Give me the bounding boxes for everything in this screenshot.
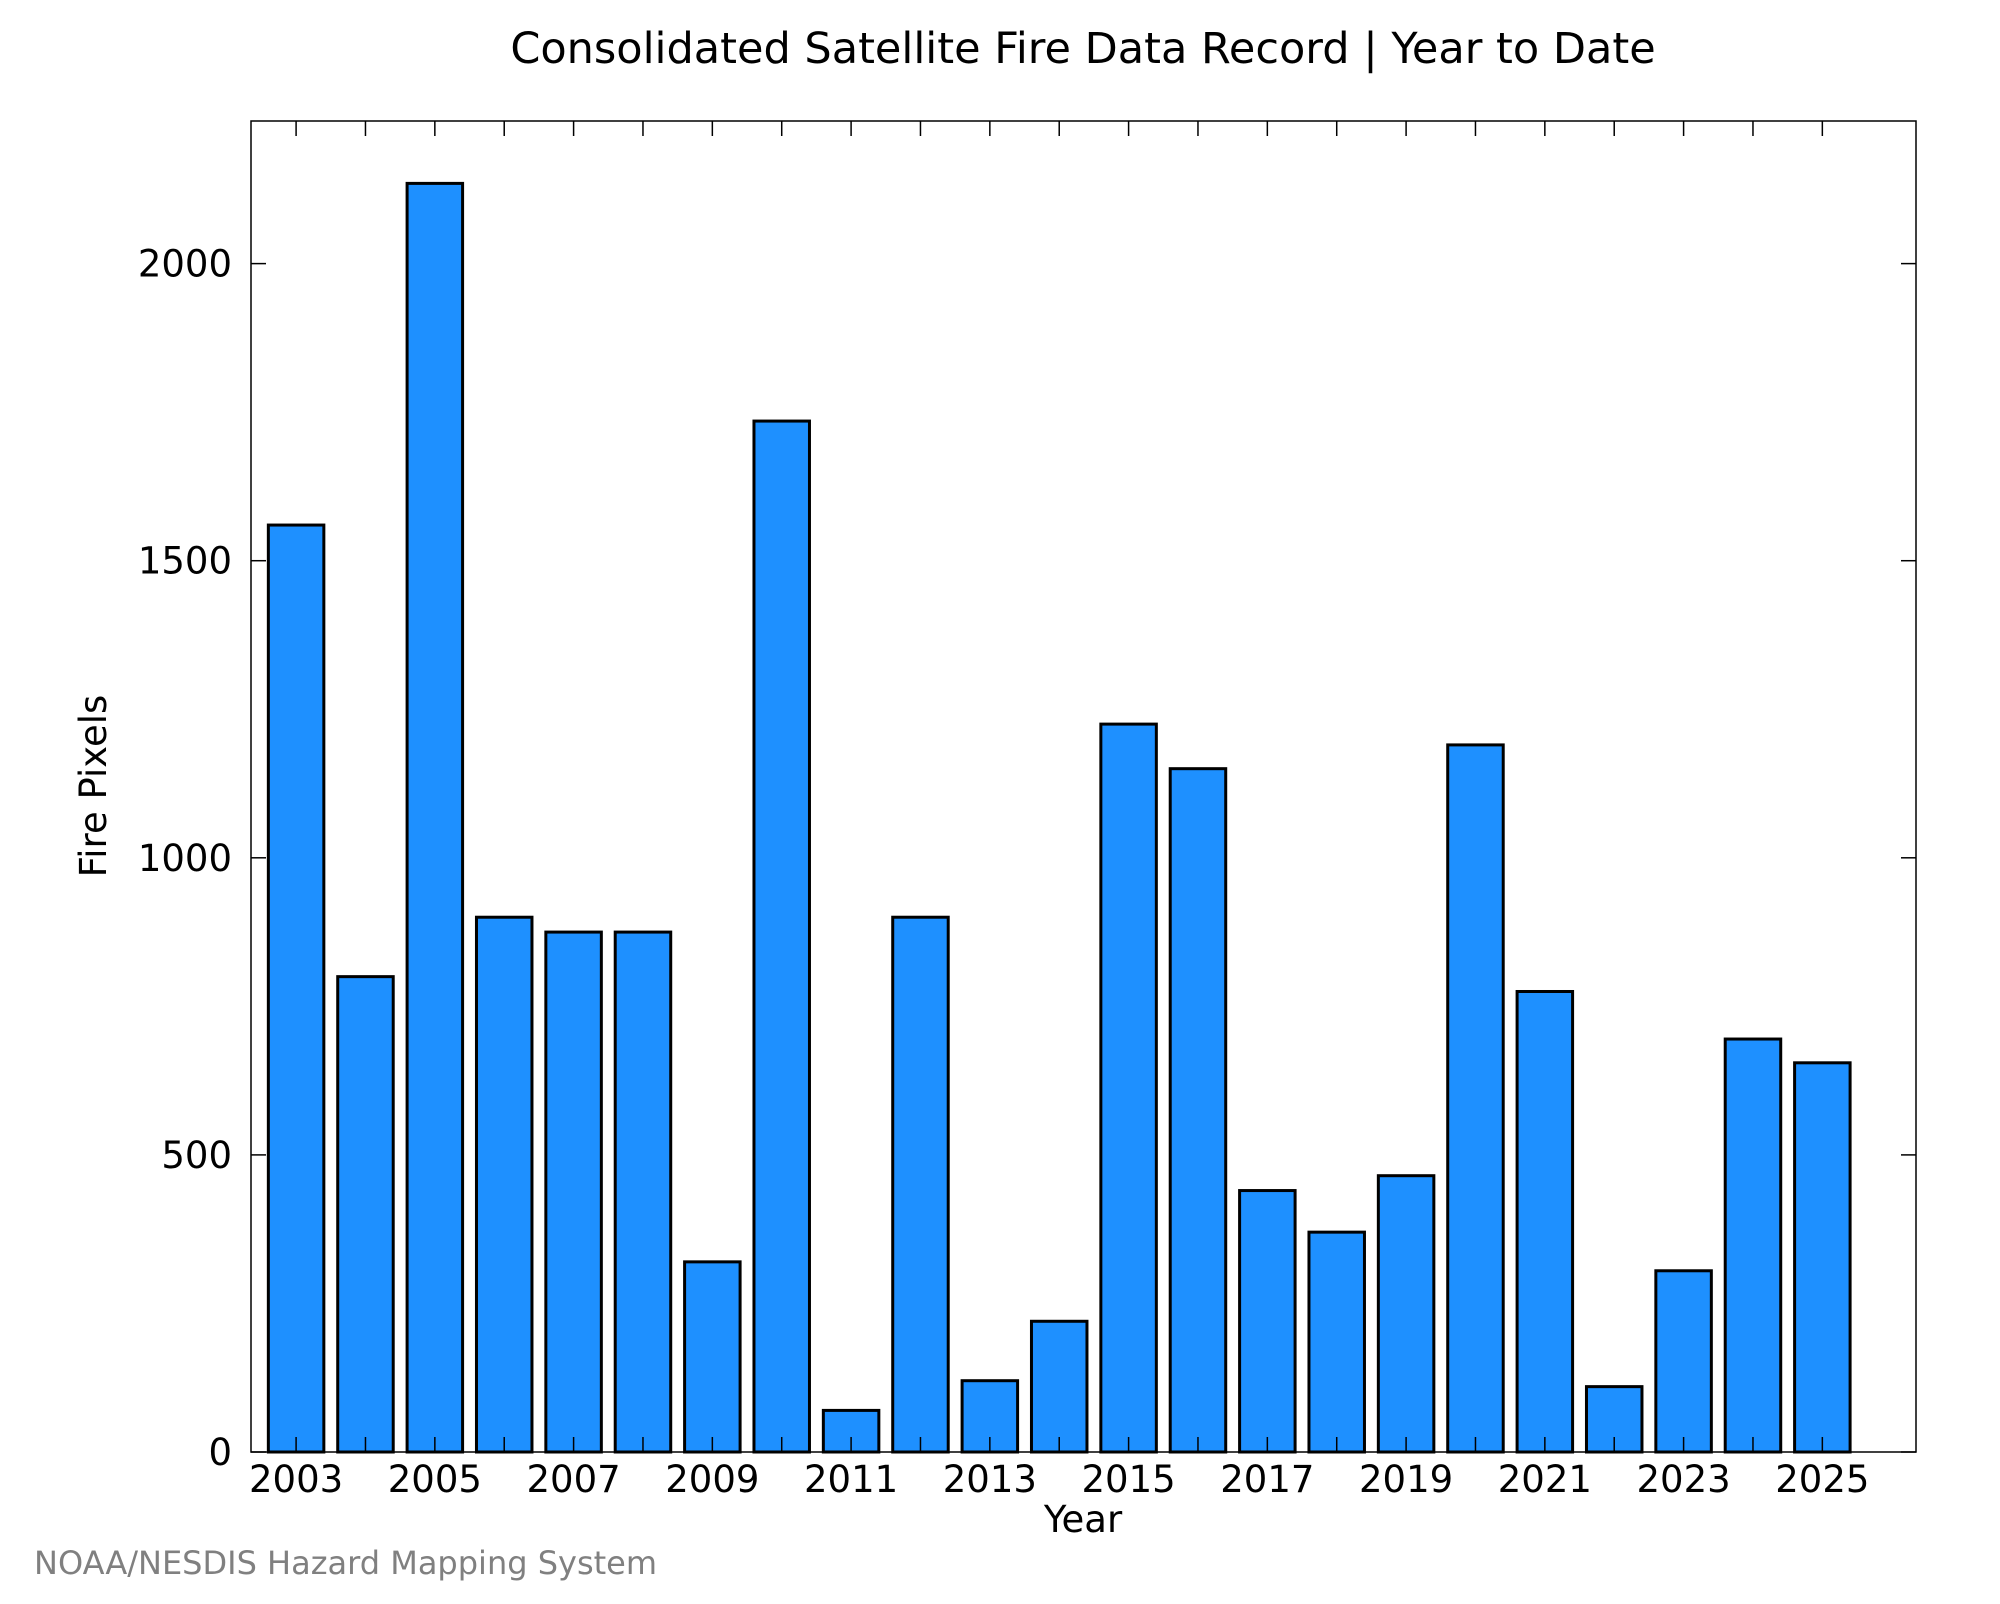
- x-tick-label-2009: 2009: [665, 1458, 759, 1501]
- x-tick-label-2021: 2021: [1498, 1458, 1592, 1501]
- y-tick-label-500: 500: [161, 1134, 232, 1177]
- x-tick-label-2023: 2023: [1637, 1458, 1731, 1501]
- y-tick-label-0: 0: [208, 1431, 232, 1474]
- bar-2018: [1307, 1230, 1366, 1454]
- bar-2017: [1238, 1189, 1297, 1454]
- bar-2005: [405, 181, 465, 1454]
- bar-2008: [613, 930, 673, 1454]
- x-tick-label-2015: 2015: [1082, 1458, 1176, 1501]
- bar-2021: [1515, 989, 1575, 1454]
- bar-2009: [683, 1260, 742, 1454]
- x-tick-label-2013: 2013: [943, 1458, 1037, 1501]
- credit-text: NOAA/NESDIS Hazard Mapping System: [34, 1544, 657, 1582]
- x-tick-label-2005: 2005: [388, 1458, 482, 1501]
- bar-2020: [1446, 743, 1505, 1454]
- x-tick-label-2025: 2025: [1775, 1458, 1869, 1501]
- bar-2023: [1654, 1269, 1713, 1454]
- x-tick-label-2007: 2007: [527, 1458, 621, 1501]
- x-tick-label-2011: 2011: [804, 1458, 898, 1501]
- bar-2012: [891, 915, 950, 1454]
- bar-2007: [544, 930, 603, 1454]
- bar-2014: [1029, 1319, 1089, 1454]
- y-axis-label: Fire Pixels: [72, 695, 115, 878]
- bar-2024: [1723, 1037, 1783, 1454]
- x-axis-ticks: 2003 2005 2007 2009 2011 2013 2015 2017 2019 2021…: [249, 121, 1869, 1501]
- bar-2016: [1168, 767, 1228, 1454]
- plot-frame: [250, 120, 1917, 1453]
- y-tick-label-1500: 1500: [138, 540, 232, 583]
- bar-2015: [1099, 722, 1158, 1454]
- bar-group: [266, 181, 1852, 1454]
- bar-2025: [1793, 1061, 1852, 1454]
- y-tick-label-2000: 2000: [138, 243, 232, 286]
- chart-title: Consolidated Satellite Fire Data Record …: [510, 24, 1655, 74]
- bar-2003: [266, 523, 326, 1454]
- y-tick-label-1000: 1000: [138, 837, 232, 880]
- y-axis-ticks: 0 500 1000 1500 2000: [138, 243, 1916, 1474]
- bar-2004: [336, 975, 395, 1454]
- bar-2010: [752, 419, 811, 1454]
- bar-2019: [1376, 1174, 1436, 1454]
- x-tick-label-2017: 2017: [1220, 1458, 1314, 1501]
- x-axis-label: Year: [1043, 1498, 1123, 1541]
- bar-2006: [474, 915, 534, 1454]
- x-tick-label-2019: 2019: [1359, 1458, 1453, 1501]
- x-tick-label-2003: 2003: [249, 1458, 343, 1501]
